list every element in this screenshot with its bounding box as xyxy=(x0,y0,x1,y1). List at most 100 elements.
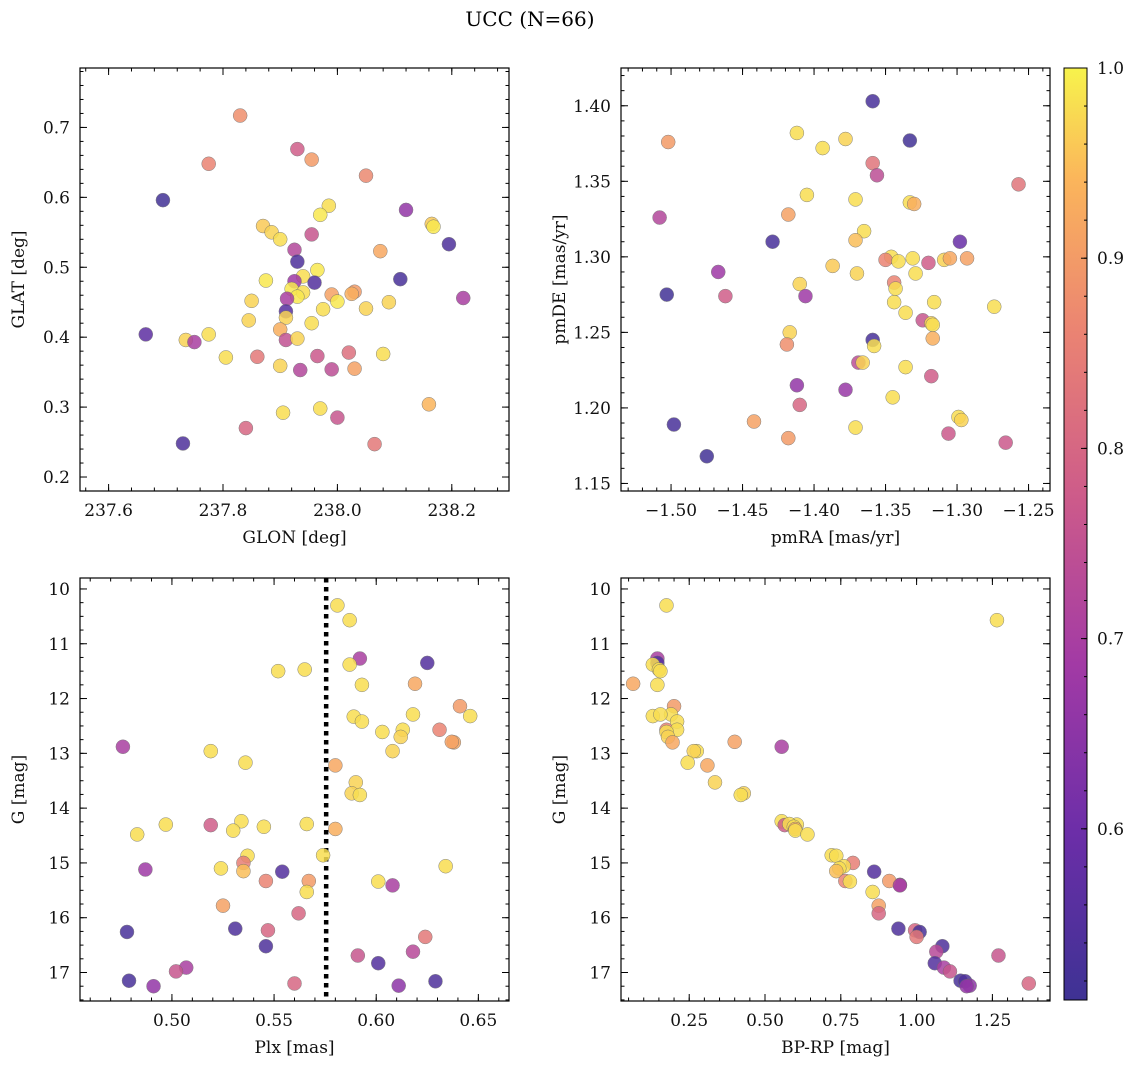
y-tick-label: 10 xyxy=(48,580,70,600)
data-point xyxy=(391,978,406,993)
y-tick-label: 17 xyxy=(48,964,70,984)
data-point xyxy=(942,964,958,979)
data-point xyxy=(665,735,680,750)
data-point xyxy=(352,787,368,803)
data-point xyxy=(238,755,253,770)
data-point xyxy=(653,663,668,679)
x-tick-label: 0.75 xyxy=(822,1011,860,1031)
data-point xyxy=(444,734,460,750)
data-point xyxy=(686,743,702,759)
data-point xyxy=(782,325,797,340)
y-tick-label: 11 xyxy=(589,635,611,655)
data-point xyxy=(291,906,306,921)
data-point xyxy=(330,598,345,613)
panel-glon-glat: 237.6 237.8 238.0 238.2 0.2 0.3 0.4 0.5 0.6 0.7 GL… xyxy=(9,67,510,548)
y-tick-label: 1.30 xyxy=(573,248,611,268)
data-point xyxy=(398,202,414,218)
x-tick-label: 0.55 xyxy=(255,1011,293,1031)
data-point xyxy=(358,301,374,316)
data-point xyxy=(891,921,906,936)
data-point xyxy=(905,251,920,266)
data-point xyxy=(236,863,251,879)
y-tick-label: 11 xyxy=(48,635,70,655)
axes-frame xyxy=(620,67,1051,492)
y-tick-label: 0.3 xyxy=(43,398,70,418)
data-point xyxy=(405,944,421,959)
axes-frame xyxy=(620,577,1051,1002)
y-tick-label: 15 xyxy=(48,854,70,874)
data-point xyxy=(203,743,218,759)
data-point xyxy=(652,210,667,225)
y-tick-label: 0.6 xyxy=(43,188,70,208)
data-point xyxy=(315,848,331,863)
data-point xyxy=(781,207,796,222)
y-tick-label: 0.2 xyxy=(43,468,70,488)
data-point xyxy=(203,817,218,833)
y-tick-label: 12 xyxy=(589,690,611,710)
data-point xyxy=(225,823,241,838)
data-point xyxy=(121,973,137,988)
axes-frame xyxy=(79,577,510,1002)
data-point xyxy=(625,676,641,691)
data-point xyxy=(354,677,370,693)
data-point xyxy=(155,192,171,208)
data-point xyxy=(869,168,885,183)
data-point xyxy=(848,232,863,248)
data-point xyxy=(347,361,362,376)
data-point xyxy=(941,426,956,441)
data-point xyxy=(275,405,291,420)
data-point xyxy=(299,884,315,900)
data-point xyxy=(878,252,893,268)
data-point xyxy=(287,976,302,991)
data-point xyxy=(908,266,923,281)
data-point xyxy=(278,310,294,325)
data-point xyxy=(279,291,295,306)
x-tick-label: −1.35 xyxy=(859,501,911,521)
data-point xyxy=(201,327,216,342)
x-axis-label: Plx [mas] xyxy=(254,1038,334,1058)
x-tick-label: 237.8 xyxy=(199,501,248,521)
data-point xyxy=(272,232,288,247)
data-point xyxy=(815,140,830,156)
data-point xyxy=(342,612,357,628)
data-point xyxy=(959,978,974,994)
data-point xyxy=(798,288,813,304)
y-tick-label: 13 xyxy=(589,744,611,764)
data-point xyxy=(272,358,288,374)
data-point xyxy=(238,420,254,436)
data-point xyxy=(441,236,457,252)
data-point xyxy=(746,414,762,429)
data-point xyxy=(371,955,386,971)
data-point xyxy=(330,294,345,309)
y-axis-label: G [mag] xyxy=(9,755,29,824)
data-point xyxy=(407,676,423,691)
data-point xyxy=(699,449,715,464)
x-tick-label: 0.50 xyxy=(153,1011,191,1031)
data-point xyxy=(650,677,665,693)
data-point xyxy=(168,964,184,979)
data-point xyxy=(373,243,388,259)
data-point xyxy=(290,331,305,346)
plot-area xyxy=(652,93,1026,464)
data-point xyxy=(321,198,337,213)
data-point xyxy=(902,133,918,148)
data-point xyxy=(310,348,325,364)
data-point xyxy=(290,254,305,269)
data-point xyxy=(998,435,1013,450)
data-point xyxy=(315,301,331,317)
data-point xyxy=(420,655,435,671)
data-point xyxy=(856,223,872,239)
data-point xyxy=(432,722,447,738)
data-point xyxy=(986,299,1002,314)
data-point xyxy=(718,288,733,304)
y-tick-label: 12 xyxy=(48,690,70,710)
data-point xyxy=(991,948,1006,963)
colorbar-tick-label: 0.7 xyxy=(1097,630,1124,650)
data-point xyxy=(405,707,421,722)
figure-title: UCC (N=66) xyxy=(465,7,594,31)
data-point xyxy=(924,368,939,384)
x-tick-label: −1.25 xyxy=(1002,501,1054,521)
data-point xyxy=(855,355,870,370)
data-point xyxy=(260,923,276,938)
data-point xyxy=(304,227,319,242)
